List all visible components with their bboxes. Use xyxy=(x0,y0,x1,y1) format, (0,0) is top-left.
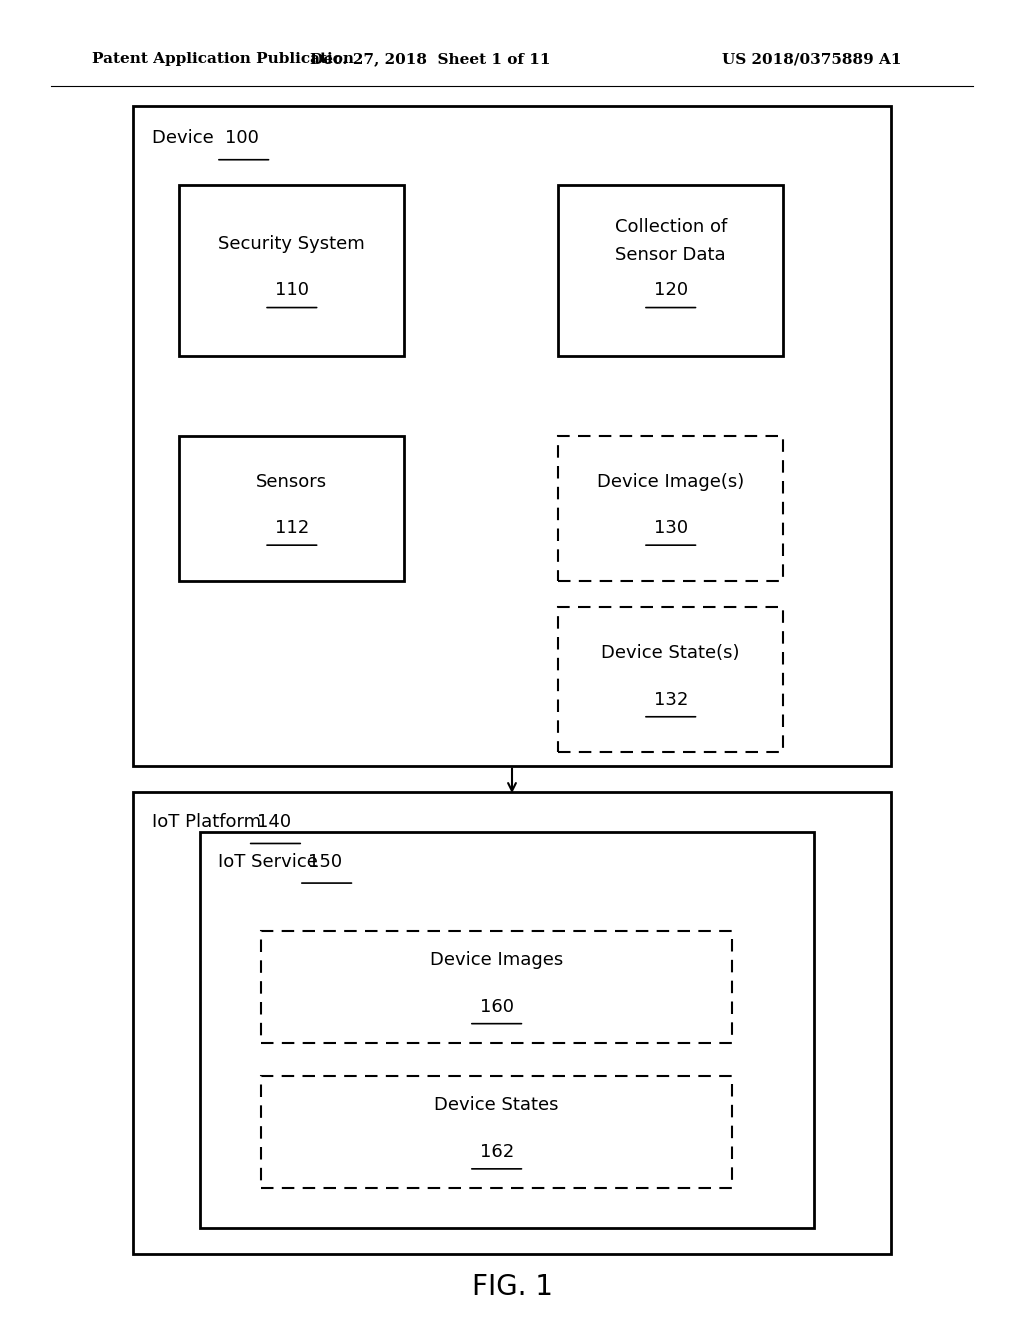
Text: Dec. 27, 2018  Sheet 1 of 11: Dec. 27, 2018 Sheet 1 of 11 xyxy=(310,53,550,66)
Text: 110: 110 xyxy=(274,281,309,300)
Text: Device Image(s): Device Image(s) xyxy=(597,473,744,491)
Text: Sensors: Sensors xyxy=(256,473,328,491)
Text: 112: 112 xyxy=(274,519,309,537)
Bar xyxy=(558,607,783,752)
Text: Device: Device xyxy=(152,129,219,148)
Bar xyxy=(558,185,783,356)
Text: FIG. 1: FIG. 1 xyxy=(471,1272,553,1302)
Bar xyxy=(133,106,891,766)
Bar xyxy=(200,832,814,1228)
Bar xyxy=(261,1076,732,1188)
Bar xyxy=(261,931,732,1043)
Text: 162: 162 xyxy=(479,1143,514,1160)
Text: Device State(s): Device State(s) xyxy=(601,644,740,663)
Text: IoT Platform: IoT Platform xyxy=(152,813,266,832)
Text: Patent Application Publication: Patent Application Publication xyxy=(92,53,354,66)
Bar xyxy=(133,792,891,1254)
Text: 140: 140 xyxy=(257,813,291,832)
Text: 132: 132 xyxy=(653,690,688,709)
Text: 160: 160 xyxy=(479,998,514,1015)
Text: US 2018/0375889 A1: US 2018/0375889 A1 xyxy=(722,53,901,66)
Text: Sensor Data: Sensor Data xyxy=(615,246,726,264)
Bar xyxy=(558,436,783,581)
Text: 120: 120 xyxy=(653,281,688,300)
Text: Device States: Device States xyxy=(434,1097,559,1114)
Text: 130: 130 xyxy=(653,519,688,537)
Text: Security System: Security System xyxy=(218,235,366,253)
Bar xyxy=(179,436,404,581)
Text: 150: 150 xyxy=(308,853,342,871)
Text: IoT Service: IoT Service xyxy=(218,853,324,871)
Text: Collection of: Collection of xyxy=(614,218,727,236)
Text: Device Images: Device Images xyxy=(430,952,563,969)
Bar xyxy=(179,185,404,356)
Text: 100: 100 xyxy=(225,129,259,148)
